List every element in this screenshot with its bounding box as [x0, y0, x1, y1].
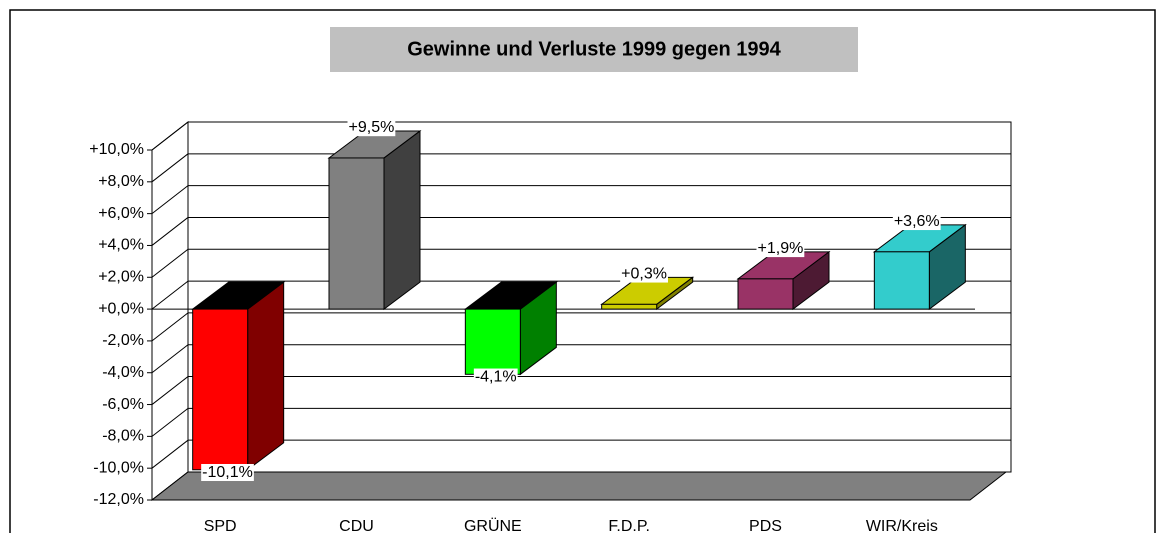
- value-label-bg: [473, 368, 518, 386]
- title-box: [330, 27, 858, 72]
- bar: [601, 303, 658, 310]
- y-tick-label: +0,0%: [98, 300, 144, 317]
- y-tick-label: -8,0%: [102, 428, 144, 445]
- value-label-bg: [620, 265, 668, 283]
- grid-line: [151, 312, 189, 342]
- grid-line: [151, 248, 189, 278]
- value-label: +9,5%: [349, 119, 395, 136]
- value-label-bg: [756, 240, 805, 258]
- x-tick-label: GRÜNE: [464, 517, 522, 533]
- y-tick-label: +2,0%: [98, 268, 144, 285]
- grid-line: [151, 439, 189, 469]
- value-label: +1,9%: [758, 240, 804, 257]
- chart-title: Gewinne und Verluste 1999 gegen 1994: [407, 38, 781, 60]
- y-tick-label: -4,0%: [102, 364, 144, 381]
- value-label-bg: [347, 119, 396, 137]
- grid-line: [151, 407, 189, 437]
- y-tick-label: +4,0%: [98, 237, 144, 254]
- grid-line: [151, 280, 189, 310]
- grid-line: [151, 153, 189, 183]
- value-label-bg: [201, 463, 254, 482]
- grid-line: [151, 121, 189, 151]
- y-tick-label: -12,0%: [93, 491, 144, 508]
- value-label: +0,3%: [621, 266, 667, 283]
- x-tick-label: PDS: [749, 518, 782, 533]
- bar: [192, 308, 249, 471]
- bar-side: [247, 281, 285, 471]
- grid-line: [151, 344, 189, 374]
- side-wall: [151, 120, 189, 502]
- x-tick-label: CDU: [339, 518, 374, 533]
- y-tick-label: +10,0%: [89, 141, 144, 158]
- grid-line: [151, 376, 189, 405]
- y-tick-label: -10,0%: [93, 459, 144, 476]
- value-label: -4,1%: [475, 369, 517, 386]
- y-tick-label: +6,0%: [98, 205, 144, 222]
- bar-side: [383, 129, 421, 311]
- y-tick-label: +8,0%: [98, 173, 144, 190]
- x-tick-label: SPD: [204, 518, 237, 533]
- value-label-bg: [892, 213, 941, 231]
- value-label: -10,1%: [202, 464, 253, 481]
- floor: [150, 471, 1008, 501]
- y-tick-label: -6,0%: [102, 396, 144, 413]
- x-tick-label: F.D.P.: [608, 518, 650, 533]
- bar: [464, 308, 521, 375]
- y-tick-label: -2,0%: [102, 332, 144, 349]
- bar: [873, 251, 930, 310]
- bar: [737, 278, 794, 310]
- x-tick-label: WIR/Kreis: [866, 518, 938, 533]
- bar: [328, 157, 385, 310]
- value-label: +3,6%: [894, 213, 940, 230]
- grid-line: [151, 217, 189, 246]
- grid-line: [151, 185, 189, 215]
